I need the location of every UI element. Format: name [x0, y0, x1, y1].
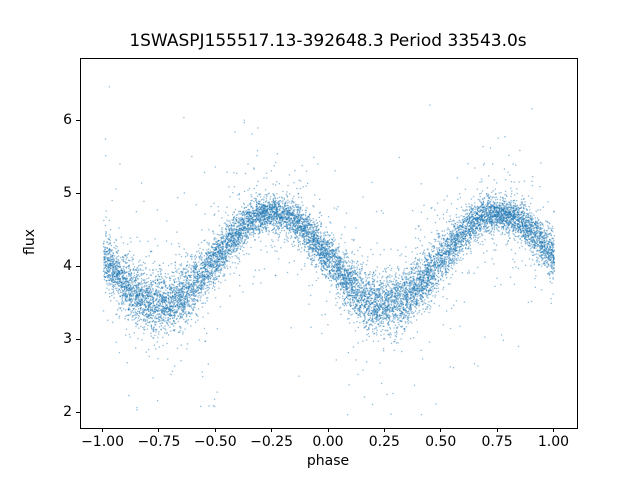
x-tick-mark: [440, 428, 442, 432]
y-tick-mark: [76, 192, 80, 194]
y-tick-label: 2: [63, 404, 72, 421]
x-tick-label: 0.75: [481, 434, 513, 450]
y-tick-label: 6: [63, 112, 72, 129]
x-tick-mark: [214, 428, 216, 432]
x-tick-label: 0.50: [425, 434, 457, 450]
y-axis-label: flux: [22, 229, 38, 255]
x-tick-mark: [496, 428, 498, 432]
x-axis-label: phase: [306, 453, 350, 469]
y-tick-label: 4: [63, 258, 72, 275]
y-tick-mark: [76, 338, 80, 340]
x-tick-mark: [271, 428, 273, 432]
x-tick-label: 0.25: [368, 434, 400, 450]
chart-title: 1SWASPJ155517.13-392648.3 Period 33543.0…: [129, 31, 527, 51]
x-tick-mark: [158, 428, 160, 432]
x-tick-label: 1.00: [537, 434, 570, 450]
x-tick-mark: [552, 428, 554, 432]
x-tick-label: −0.25: [250, 434, 294, 450]
x-tick-label: −0.75: [137, 434, 181, 450]
x-tick-label: −1.00: [81, 434, 124, 450]
y-tick-mark: [76, 119, 80, 121]
x-tick-mark: [383, 428, 385, 432]
x-tick-label: 0.00: [312, 434, 344, 450]
y-tick-label: 5: [63, 185, 72, 202]
y-tick-mark: [76, 411, 80, 413]
plot-area: [80, 58, 578, 429]
x-tick-mark: [102, 428, 104, 432]
y-tick-label: 3: [63, 331, 72, 348]
x-tick-mark: [327, 428, 329, 432]
y-tick-mark: [76, 265, 80, 267]
x-tick-label: −0.50: [193, 434, 237, 450]
scatter-points-canvas: [81, 59, 577, 428]
